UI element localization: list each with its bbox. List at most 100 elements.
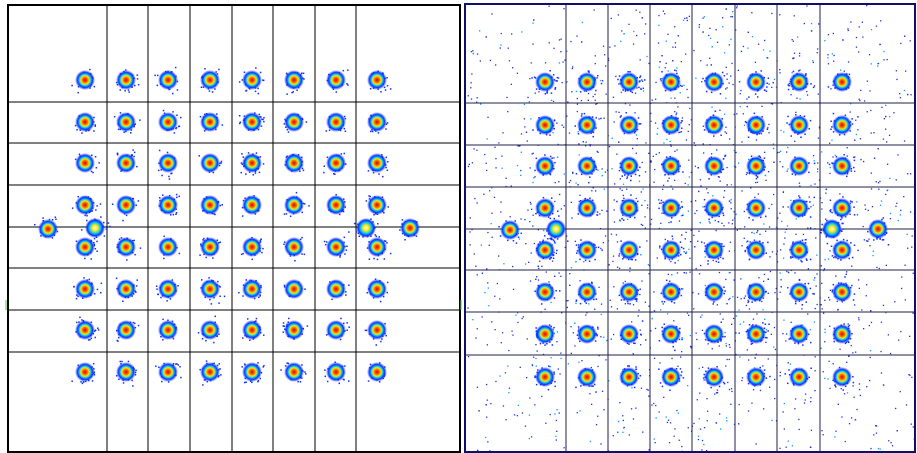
noise-dot — [701, 449, 703, 451]
noise-dot — [858, 383, 861, 385]
noise-dot — [827, 258, 830, 260]
noise-dot — [706, 398, 708, 400]
halo-dot — [116, 339, 118, 342]
noise-dot — [677, 35, 679, 37]
noise-dot — [757, 193, 759, 195]
halo-dot — [348, 284, 350, 286]
noise-dot — [572, 332, 574, 334]
noise-dot — [528, 261, 530, 263]
noise-dot — [644, 200, 646, 202]
noise-dot — [769, 386, 771, 388]
halo-dot — [755, 71, 757, 73]
noise-dot — [769, 50, 771, 52]
noise-dot — [606, 339, 608, 342]
noise-dot — [829, 142, 831, 144]
noise-dot — [488, 305, 490, 307]
halo-dot — [340, 317, 342, 320]
noise-dot — [812, 61, 814, 64]
halo-dot — [137, 83, 140, 86]
noise-dot — [520, 174, 522, 176]
noise-dot — [870, 109, 872, 112]
halo-dot — [383, 212, 385, 214]
noise-dot — [676, 67, 678, 69]
noise-dot — [642, 224, 644, 226]
halo-dot — [204, 68, 206, 70]
halo-dot — [378, 173, 380, 175]
halo-dot — [74, 158, 77, 161]
noise-dot — [768, 83, 770, 85]
bragg-spot — [116, 70, 136, 90]
noise-dot — [532, 152, 534, 154]
halo-dot — [346, 322, 348, 324]
noise-dot — [771, 103, 774, 105]
noise-dot — [857, 249, 859, 252]
noise-dot — [836, 300, 838, 302]
halo-dot — [220, 374, 222, 376]
noise-dot — [612, 96, 615, 98]
noise-dot — [693, 142, 695, 144]
noise-dot — [467, 356, 470, 358]
bragg-spot — [75, 112, 95, 132]
noise-dot — [512, 265, 514, 268]
noise-dot — [711, 46, 713, 48]
noise-dot — [605, 65, 607, 67]
noise-dot — [640, 87, 642, 90]
noise-dot — [725, 132, 728, 134]
noise-dot — [597, 365, 599, 368]
noise-dot — [594, 93, 596, 95]
noise-dot — [683, 272, 685, 274]
halo-dot — [285, 213, 288, 215]
halo-dot — [345, 291, 347, 293]
noise-dot — [671, 357, 673, 360]
noise-dot — [591, 190, 593, 192]
halo-dot — [255, 317, 258, 320]
halo-dot — [674, 69, 676, 71]
noise-dot — [854, 170, 856, 172]
noise-dot — [867, 209, 869, 212]
halo-dot — [87, 339, 90, 341]
halo-dot — [134, 253, 136, 256]
noise-dot — [848, 355, 850, 357]
halo-dot — [113, 115, 116, 118]
noise-dot — [786, 225, 789, 227]
noise-dot — [668, 177, 670, 179]
halo-dot — [296, 89, 298, 91]
noise-dot — [782, 411, 784, 413]
noise-dot — [470, 82, 472, 84]
noise-dot — [685, 272, 687, 274]
noise-dot — [732, 83, 734, 86]
noise-dot — [810, 184, 812, 187]
noise-dot — [524, 219, 526, 221]
halo-dot — [209, 298, 211, 301]
bragg-spot — [158, 320, 178, 340]
noise-dot — [653, 357, 656, 359]
halo-dot — [535, 88, 538, 90]
noise-dot — [499, 375, 501, 377]
halo-dot — [132, 321, 135, 324]
noise-dot — [909, 374, 911, 376]
noise-dot — [757, 155, 759, 157]
halo-dot — [380, 340, 382, 343]
noise-dot — [900, 330, 902, 333]
noise-dot — [810, 429, 813, 431]
noise-dot — [895, 407, 897, 410]
halo-dot — [764, 89, 766, 91]
noise-dot — [768, 132, 770, 134]
halo-dot — [214, 315, 216, 318]
noise-dot — [487, 287, 489, 289]
noise-dot — [598, 118, 600, 120]
halo-dot — [135, 369, 137, 372]
noise-dot — [505, 419, 507, 421]
halo-dot — [369, 195, 371, 198]
noise-dot — [764, 174, 767, 177]
halo-dot — [638, 123, 641, 125]
bragg-spot — [326, 112, 346, 132]
noise-dot — [620, 91, 623, 94]
noise-dot — [601, 175, 603, 177]
noise-dot — [746, 241, 748, 243]
noise-dot — [733, 113, 735, 116]
noise-dot — [495, 158, 497, 160]
noise-dot — [544, 62, 547, 64]
noise-dot — [495, 64, 497, 66]
noise-dot — [841, 416, 843, 418]
